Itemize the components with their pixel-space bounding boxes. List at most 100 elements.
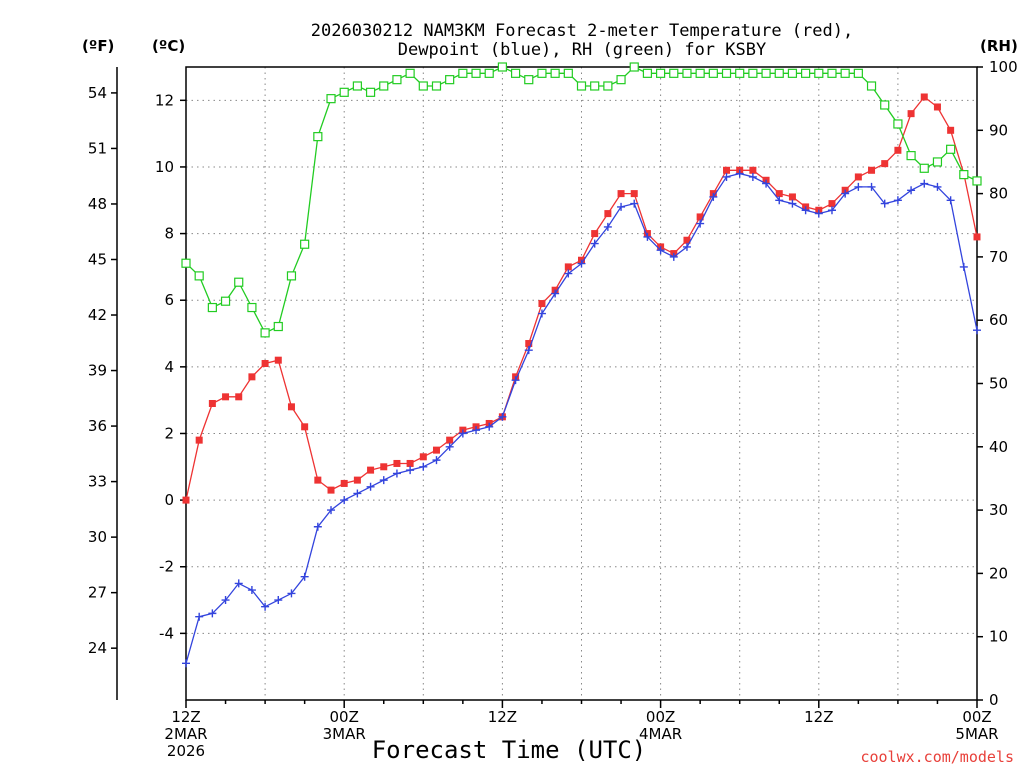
temperature-point: [340, 479, 348, 487]
x-tick-label: 12Z: [804, 708, 833, 726]
temperature-point: [248, 373, 256, 381]
rh-point: [300, 239, 310, 249]
rh-point: [748, 68, 758, 78]
dewpoint-point: [788, 199, 797, 208]
rh-point: [669, 68, 679, 78]
dewpoint-point: [537, 309, 546, 318]
dewpoint-point: [182, 659, 190, 668]
temperature-point: [828, 200, 836, 208]
rh-point: [352, 81, 362, 91]
rh-point: [445, 75, 455, 85]
temperature-point: [683, 236, 691, 244]
dewpoint-point: [867, 182, 876, 191]
temperature-point: [564, 263, 572, 271]
rh-point: [827, 68, 837, 78]
temperature-point: [301, 423, 309, 431]
dewpoint-point: [735, 169, 744, 178]
rh-point: [273, 321, 283, 332]
rh-point: [247, 302, 257, 313]
rh-point: [365, 87, 376, 97]
rh-point: [418, 81, 428, 91]
dewpoint-point: [775, 196, 784, 205]
dewpoint-point: [920, 179, 929, 188]
temperature-point: [327, 486, 335, 494]
dewpoint-point: [656, 246, 665, 255]
dewpoint-point: [524, 346, 533, 355]
rh-point: [629, 62, 639, 72]
rh-point: [893, 119, 903, 129]
chart-title-line-1: 2026030212 NAM3KM Forecast 2-meter Tempe…: [311, 21, 853, 41]
rh-point: [339, 87, 349, 97]
dewpoint-point: [577, 259, 586, 268]
temperature-point: [775, 190, 783, 198]
x-tick-label: 5MAR: [955, 725, 998, 743]
dewpoint-point: [893, 196, 902, 205]
dewpoint-point: [445, 442, 454, 451]
fahrenheit-tick-label: 36: [88, 417, 107, 435]
chart-title-line-2: Dewpoint (blue), RH (green) for KSBY: [398, 40, 766, 60]
temperature-point: [380, 463, 388, 471]
grid-layer: [186, 67, 977, 700]
dewpoint-point: [287, 589, 296, 598]
rh-point: [721, 68, 732, 78]
dewpoint-point: [379, 476, 388, 485]
rh-point: [840, 68, 850, 78]
rh-point: [379, 81, 389, 91]
temperature-point: [696, 213, 704, 221]
rh-tick-label: 90: [989, 121, 1008, 139]
rh-point: [576, 81, 587, 91]
temperature-point: [446, 436, 454, 444]
temperature-point: [868, 166, 876, 174]
rh-tick-label: 30: [989, 501, 1008, 519]
temperature-point: [920, 93, 928, 101]
rh-point: [392, 75, 402, 85]
dewpoint-point: [590, 239, 599, 248]
rh-point: [497, 62, 507, 72]
temperature-point: [261, 360, 269, 368]
celsius-tick-label: 8: [164, 225, 174, 243]
rh-tick-label: 10: [989, 628, 1008, 646]
celsius-tick-label: -4: [159, 624, 174, 642]
dewpoint-point: [419, 462, 428, 471]
celsius-tick-label: -2: [159, 558, 174, 576]
rh-point: [550, 68, 560, 78]
dewpoint-point: [709, 192, 718, 201]
rh-tick-label: 50: [989, 375, 1008, 393]
rh-point: [234, 277, 244, 287]
dewpoint-point: [814, 209, 823, 218]
fahrenheit-tick-label: 45: [88, 250, 107, 268]
dewpoint-point: [762, 179, 771, 188]
dewpoint-point: [854, 182, 863, 191]
dewpoint-point: [696, 219, 705, 228]
dewpoint-point: [801, 206, 810, 215]
rh-point: [959, 170, 969, 180]
rh-tick-label: 100: [989, 58, 1018, 76]
dewpoint-point: [432, 456, 441, 465]
temperature-point: [788, 193, 796, 201]
rh-point: [537, 68, 547, 78]
temperature-point: [432, 446, 440, 454]
fahrenheit-tick-label: 42: [88, 306, 107, 324]
dewpoint-point: [195, 612, 204, 621]
dewpoint-point: [234, 579, 243, 588]
temperature-point: [604, 210, 612, 218]
rh-point: [972, 176, 982, 186]
temperature-point: [314, 476, 322, 484]
x-tick-label: 2026: [167, 742, 205, 760]
fahrenheit-unit-label: (ºF): [82, 37, 114, 55]
x-tick-label: 00Z: [962, 708, 991, 726]
fahrenheit-tick-label: 30: [88, 528, 107, 546]
rh-point: [207, 302, 217, 313]
dewpoint-point: [327, 506, 336, 515]
rh-point: [735, 68, 745, 78]
temperature-point: [195, 436, 203, 444]
rh-tick-label: 60: [989, 311, 1008, 329]
credit-text: coolwx.com/models: [860, 748, 1014, 766]
fahrenheit-tick-label: 24: [88, 639, 107, 657]
x-tick-label: 00Z: [330, 708, 359, 726]
x-axis-title: Forecast Time (UTC): [372, 736, 647, 764]
rh-point: [853, 68, 863, 78]
axis-layer: -4-2024681012242730333639424548515401020…: [88, 58, 1018, 760]
fahrenheit-tick-label: 33: [88, 473, 107, 491]
